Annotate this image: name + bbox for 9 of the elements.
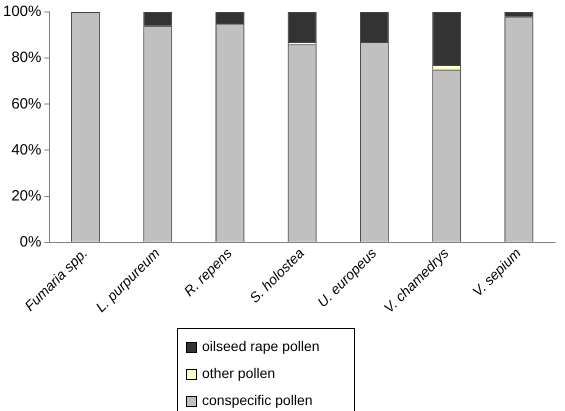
y-tick-label: 60% <box>11 95 42 112</box>
legend-label: oilseed rape pollen <box>201 337 321 356</box>
y-tick-label: 20% <box>11 187 42 204</box>
legend-label: other pollen <box>201 364 276 383</box>
y-tick-label: 0% <box>20 233 42 250</box>
y-tick-label: 80% <box>11 49 42 66</box>
y-tick-label: 40% <box>11 141 42 158</box>
y-tick-label: 100% <box>2 3 42 20</box>
legend-label: conspecific pollen <box>201 391 314 410</box>
